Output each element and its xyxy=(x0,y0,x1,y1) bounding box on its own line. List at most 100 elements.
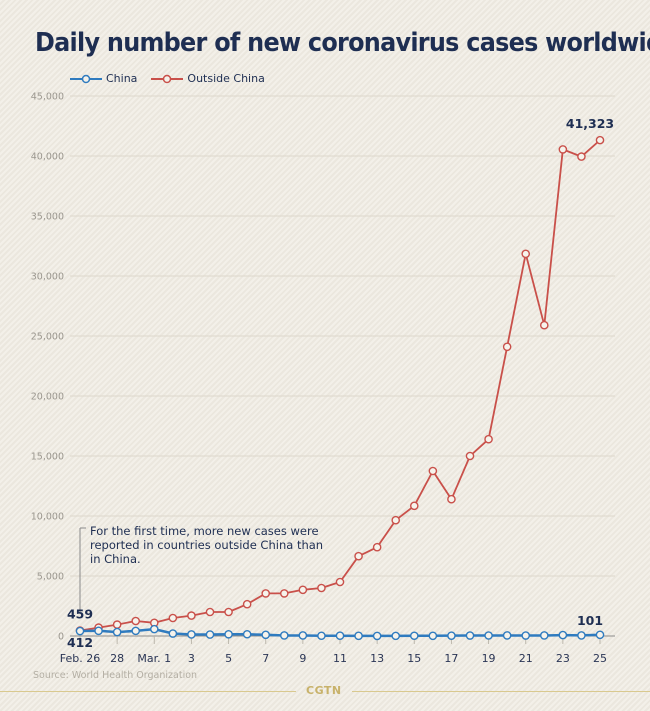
data-point-outside-china xyxy=(465,451,475,461)
data-point-china xyxy=(187,630,196,639)
y-axis-ticks: 0 5,000 10,000 15,000 20,000 25,000 30,000 35,0… xyxy=(31,92,64,643)
data-point-outside-china xyxy=(428,466,438,476)
data-point-outside-china xyxy=(521,249,531,259)
data-point-outside-china xyxy=(502,342,512,352)
x-tick-label: 25 xyxy=(593,652,607,665)
chart-title: Daily number of new coronavirus cases wo… xyxy=(35,28,650,58)
data-point-china xyxy=(521,631,531,640)
data-point-china xyxy=(391,631,401,641)
y-tick-label: 5,000 xyxy=(37,572,64,583)
data-value-label: 459 xyxy=(67,606,93,621)
legend: China Outside China xyxy=(70,72,265,85)
x-tick-label: 13 xyxy=(370,652,384,665)
footer-divider-right xyxy=(352,691,650,692)
data-point-china xyxy=(149,624,159,634)
data-point-outside-china xyxy=(279,589,289,598)
data-point-outside-china xyxy=(409,501,419,511)
legend-label-outside-china: Outside China xyxy=(187,72,265,85)
data-point-outside-china xyxy=(298,585,308,595)
data-point-outside-china xyxy=(317,583,326,593)
data-point-outside-china xyxy=(205,607,215,617)
data-point-china xyxy=(242,629,252,639)
data-point-outside-china xyxy=(484,434,493,444)
y-tick-label: 20,000 xyxy=(31,392,64,403)
data-point-outside-china xyxy=(447,494,456,504)
data-point-outside-china xyxy=(242,599,252,609)
x-tick-label: 23 xyxy=(556,652,570,665)
data-point-china xyxy=(168,629,178,638)
x-tick-label: 11 xyxy=(333,652,347,665)
legend-item-china: China xyxy=(70,72,137,85)
data-point-outside-china xyxy=(577,152,586,161)
source-note: Source: World Health Organization xyxy=(33,670,198,681)
x-axis-ticks: Feb. 26 28 Mar. 1 3 5 7 9 11 13 15 17 19 21 23 25 xyxy=(60,636,607,665)
data-point-outside-china xyxy=(187,611,196,620)
data-point-china xyxy=(335,631,345,641)
data-point-china xyxy=(484,631,493,640)
china-line-marker-icon xyxy=(70,74,102,83)
data-point-outside-china xyxy=(168,613,178,623)
y-tick-label: 30,000 xyxy=(31,272,64,283)
data-point-china xyxy=(261,630,271,640)
x-tick-label: 3 xyxy=(188,652,195,665)
data-point-china xyxy=(317,631,326,641)
x-tick-label: 5 xyxy=(225,652,232,665)
data-point-china xyxy=(354,631,363,641)
legend-label-china: China xyxy=(106,72,138,85)
x-tick-label: 7 xyxy=(262,652,269,665)
data-point-china xyxy=(539,631,549,640)
data-point-china xyxy=(298,631,308,640)
brand-logo: CGTN xyxy=(306,684,342,697)
data-value-label: 412 xyxy=(67,635,93,650)
y-tick-label: 10,000 xyxy=(31,512,64,523)
data-point-outside-china xyxy=(539,320,549,330)
y-tick-label: 35,000 xyxy=(31,212,64,223)
data-point-china xyxy=(428,631,438,641)
y-tick-label: 15,000 xyxy=(31,452,64,463)
data-point-china xyxy=(447,631,456,640)
data-point-china xyxy=(224,629,233,639)
data-value-label: 101 xyxy=(577,613,603,628)
x-tick-label: 19 xyxy=(482,652,496,665)
data-point-china xyxy=(94,626,103,636)
legend-item-outside-china: Outside China xyxy=(151,72,265,85)
x-tick-label: 17 xyxy=(444,652,458,665)
data-point-china xyxy=(465,631,475,640)
data-point-outside-china xyxy=(354,551,363,561)
data-point-china xyxy=(558,630,568,640)
data-point-outside-china xyxy=(595,135,605,145)
data-point-outside-china xyxy=(391,515,401,525)
data-point-china xyxy=(595,630,605,640)
y-tick-label: 45,000 xyxy=(31,92,64,103)
data-point-china xyxy=(131,626,141,636)
series-lines xyxy=(75,135,605,641)
data-point-china xyxy=(112,627,122,637)
data-point-outside-china xyxy=(372,542,382,552)
x-tick-label: Mar. 1 xyxy=(137,652,171,665)
value-labels: 459 412 41,323 101 xyxy=(67,116,614,650)
data-point-china xyxy=(279,631,289,640)
data-point-china xyxy=(502,631,512,640)
outside-china-line-marker-icon xyxy=(151,74,184,83)
x-tick-label: 9 xyxy=(299,652,306,665)
data-point-outside-china xyxy=(335,577,345,587)
data-point-outside-china xyxy=(558,145,568,154)
data-point-china xyxy=(372,631,382,641)
data-value-label: 41,323 xyxy=(566,116,614,131)
data-point-china xyxy=(75,626,85,636)
data-point-outside-china xyxy=(224,607,233,617)
data-point-outside-china xyxy=(131,616,141,626)
y-tick-label: 40,000 xyxy=(31,152,64,163)
x-tick-label: Feb. 26 xyxy=(60,652,100,665)
x-tick-label: 15 xyxy=(407,652,421,665)
annotation-text: For the first time, more new cases were … xyxy=(90,524,324,566)
y-tick-label: 25,000 xyxy=(31,332,64,343)
data-point-china xyxy=(577,631,586,640)
y-tick-label: 0 xyxy=(58,632,64,643)
data-point-outside-china xyxy=(112,620,122,629)
x-tick-label: 28 xyxy=(110,652,124,665)
footer-divider-left xyxy=(0,691,296,692)
data-point-outside-china xyxy=(261,589,271,598)
x-tick-label: 21 xyxy=(519,652,533,665)
